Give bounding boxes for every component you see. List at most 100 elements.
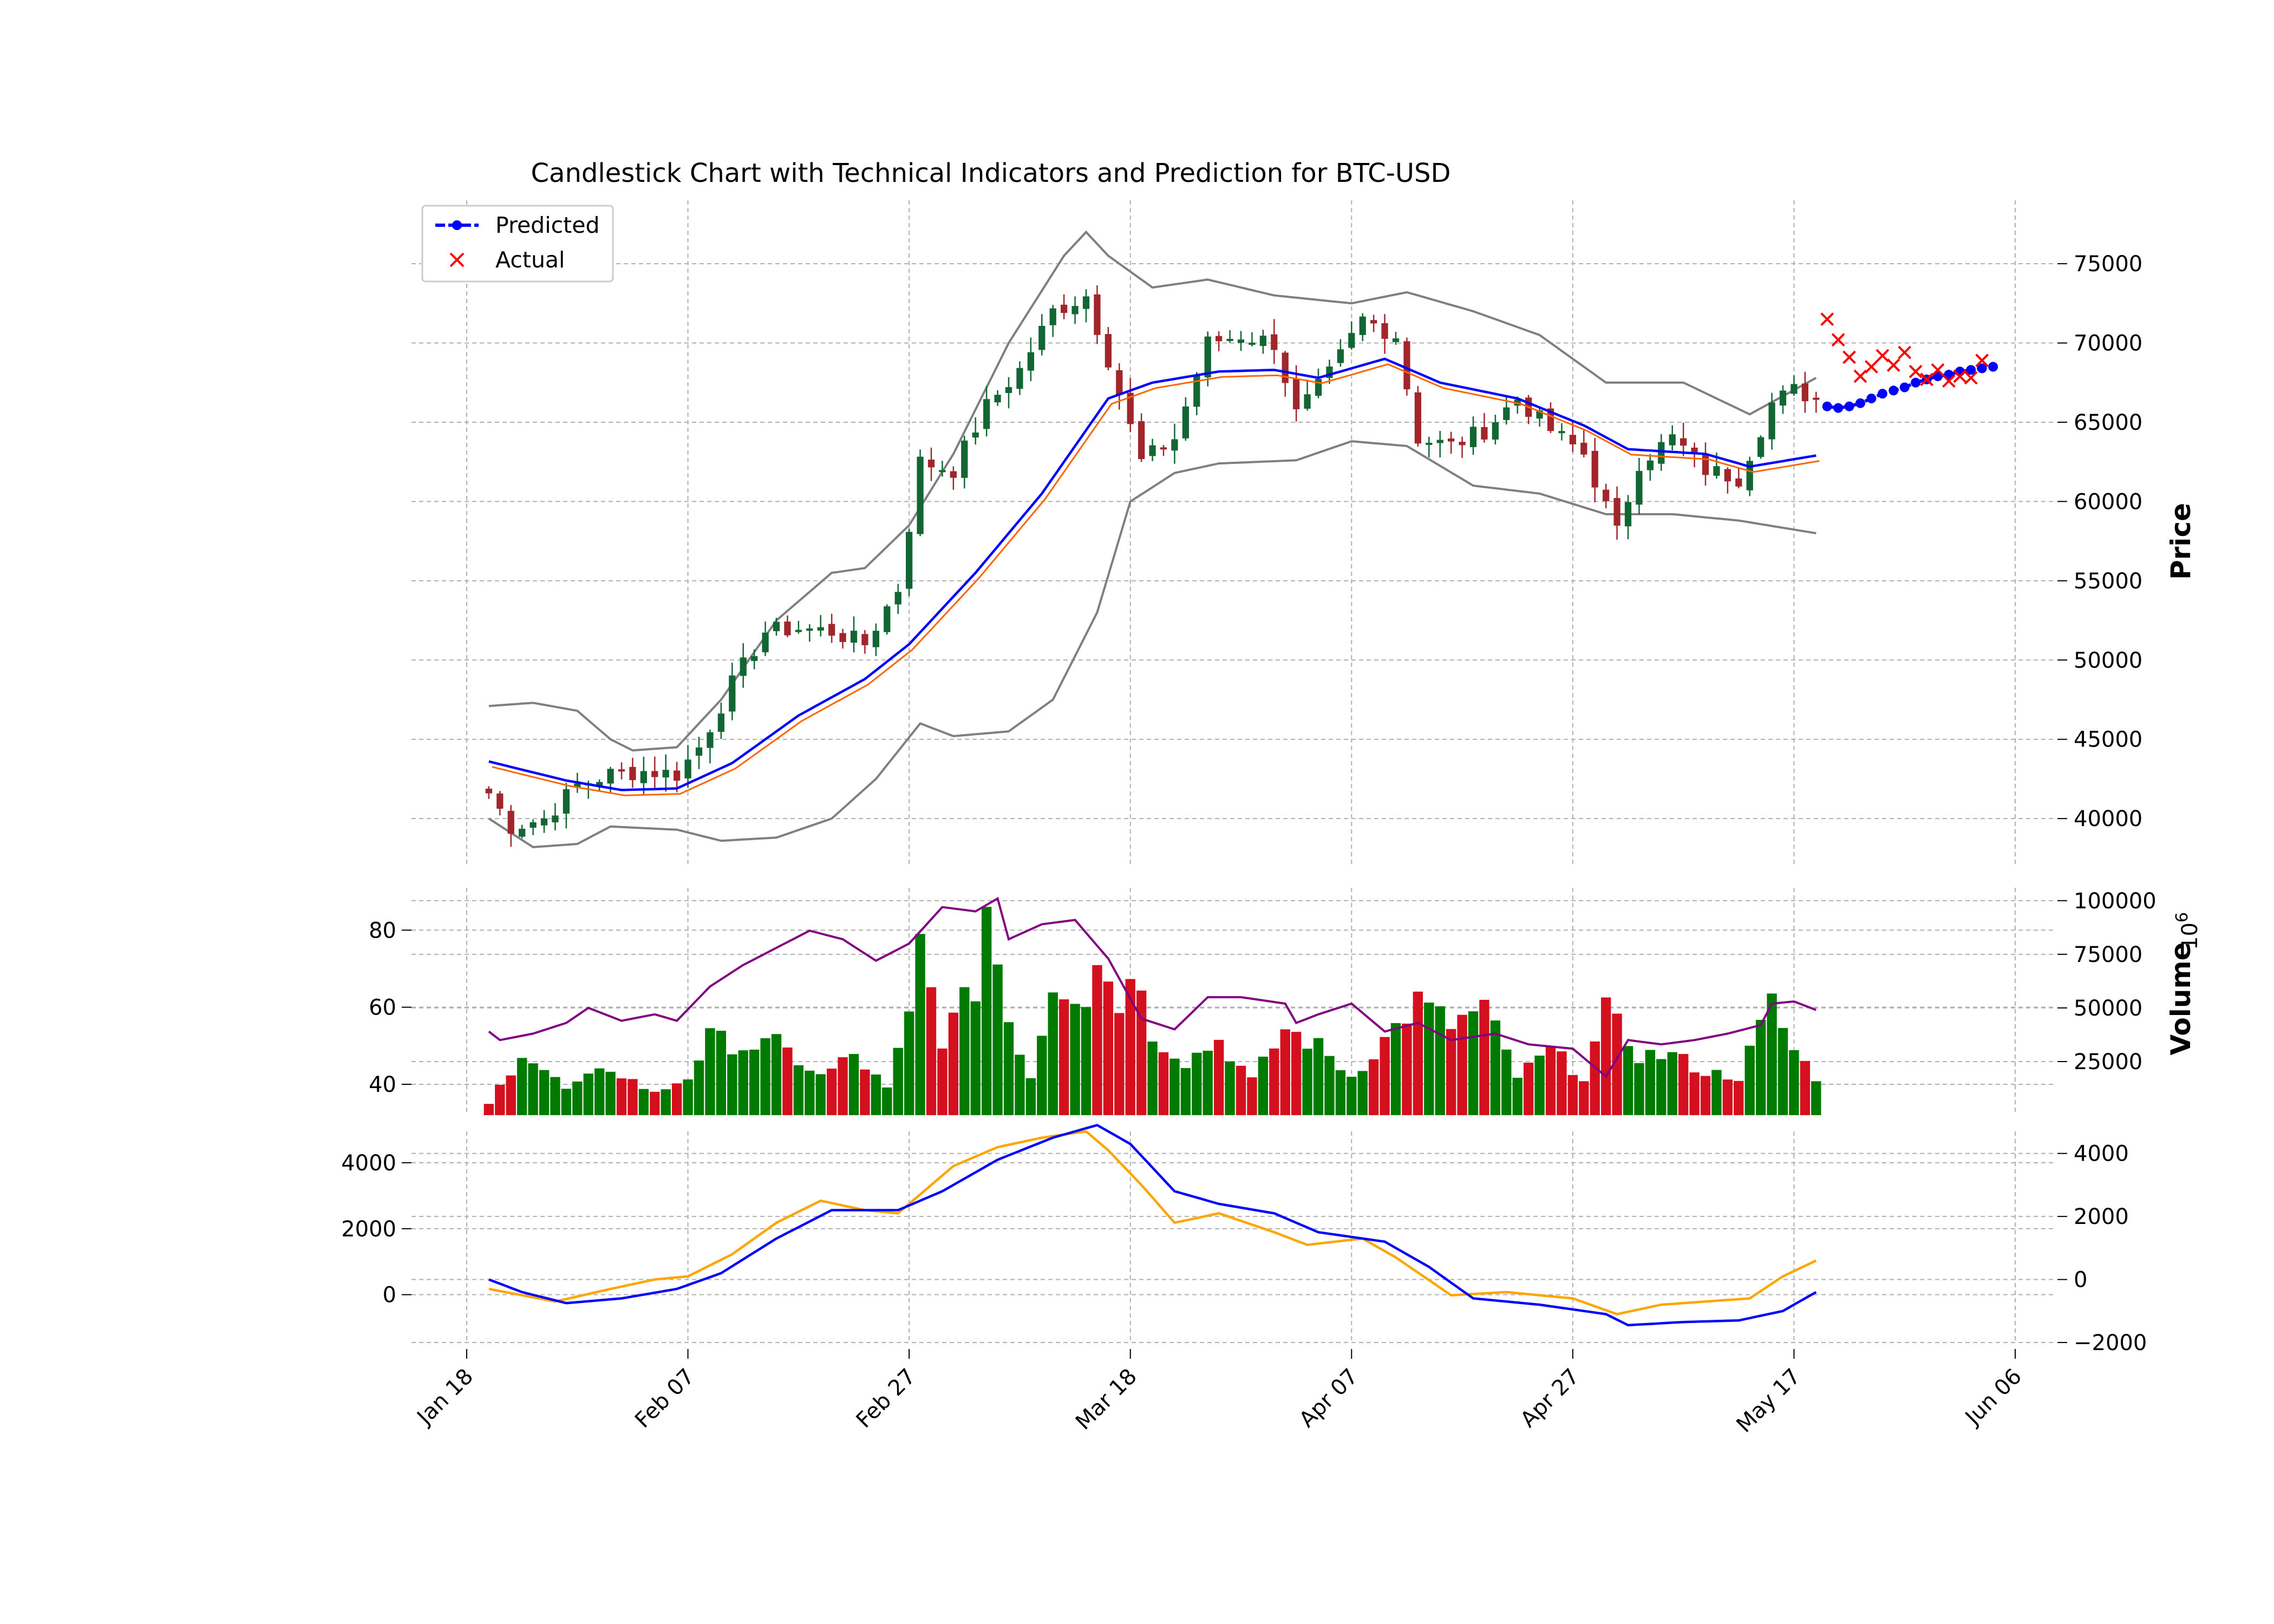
volume-bar-down xyxy=(1291,1032,1302,1115)
volume-bar-down xyxy=(1590,1041,1600,1115)
volume-bar-up xyxy=(638,1089,649,1115)
actual-point xyxy=(1964,371,1978,385)
x-tick-label-6: May 17 xyxy=(1732,1364,1806,1438)
candle xyxy=(1271,319,1278,364)
candle xyxy=(1381,314,1388,354)
volume-bar-up xyxy=(1335,1070,1346,1115)
candle xyxy=(1061,294,1068,319)
candle-body xyxy=(1337,349,1344,363)
candle xyxy=(1702,442,1709,486)
candle-body xyxy=(717,713,724,732)
candle xyxy=(762,621,769,656)
actual-point xyxy=(1931,363,1945,377)
candle xyxy=(519,824,526,839)
volume-bar-down xyxy=(1446,1029,1456,1115)
actual-point-stroke xyxy=(1942,374,1956,388)
candle-body xyxy=(519,828,526,837)
candle-body xyxy=(1603,489,1610,501)
candle xyxy=(1282,351,1289,397)
volume-right-ytick-label-1: 50000 xyxy=(2074,996,2142,1021)
candle-body xyxy=(684,759,691,778)
actual-point xyxy=(1876,349,1890,363)
candle-body xyxy=(1082,296,1090,309)
volume-left-ytick-label-2: 80 xyxy=(369,918,396,943)
actual-point-stroke xyxy=(1831,333,1845,347)
volume-bar-down xyxy=(1368,1059,1379,1115)
indicator-line-0 xyxy=(488,1130,1817,1315)
candle xyxy=(507,805,514,847)
actual-point xyxy=(1920,372,1933,387)
volume-bar-up xyxy=(1656,1059,1667,1115)
price-axis-label: Price xyxy=(2165,503,2197,580)
candle xyxy=(552,803,559,830)
candle-body xyxy=(740,657,747,676)
volume-bar-up xyxy=(805,1070,815,1115)
candle xyxy=(1525,395,1532,424)
candle-body xyxy=(1193,376,1200,407)
volume-bar-up xyxy=(1512,1077,1522,1115)
predicted-point xyxy=(1855,398,1865,408)
candle xyxy=(618,762,625,780)
candle-body xyxy=(1669,434,1676,446)
candle-body xyxy=(751,656,758,662)
predicted-point xyxy=(1844,401,1854,411)
candle-body xyxy=(1348,333,1355,348)
candle-body xyxy=(961,440,968,478)
candle xyxy=(861,630,868,654)
volume-bar-up xyxy=(561,1089,572,1115)
volume-bar-up xyxy=(1623,1046,1633,1115)
candle xyxy=(1768,392,1775,450)
volume-bar-down xyxy=(1800,1060,1811,1115)
volume-bar-down xyxy=(628,1079,638,1115)
candle-body xyxy=(1282,352,1289,383)
candle-body xyxy=(1381,323,1388,339)
candle-body xyxy=(507,810,514,834)
volume-overlay-path xyxy=(488,896,1817,1078)
volume-bar-up xyxy=(1048,992,1058,1115)
volume-bar-up xyxy=(1645,1050,1656,1115)
price-ytick-label-2: 50000 xyxy=(2074,648,2142,673)
volume-bar-down xyxy=(1600,997,1611,1115)
volume-bar-down xyxy=(495,1084,505,1115)
volume-bar-up xyxy=(1778,1027,1788,1115)
volume-bar-up xyxy=(882,1087,892,1115)
price-ytick-label-1: 45000 xyxy=(2074,728,2142,752)
candle-body xyxy=(1414,392,1421,444)
candle-body xyxy=(640,771,647,783)
volume-bar-down xyxy=(1700,1076,1711,1115)
indicator-right-ytick-label-3: 4000 xyxy=(2074,1142,2129,1167)
volume-bar-up xyxy=(1025,1078,1036,1115)
volume-bar-up xyxy=(749,1050,760,1115)
candlesticks xyxy=(485,285,1820,847)
candle xyxy=(1082,289,1090,323)
candle-body xyxy=(563,789,570,814)
candle-body xyxy=(1691,447,1698,453)
volume-bar-up xyxy=(771,1034,782,1115)
candle xyxy=(939,461,946,477)
candle-body xyxy=(1160,447,1167,450)
volume-bars xyxy=(483,907,1821,1115)
predicted-point xyxy=(1866,394,1877,404)
actual-point-stroke xyxy=(1909,364,1923,378)
candle-body xyxy=(662,770,669,778)
ema-line xyxy=(492,363,1820,796)
volume-axis-label: Volume xyxy=(2165,942,2197,1055)
volume-bar-down xyxy=(1092,965,1102,1115)
candle-body xyxy=(1061,304,1068,313)
volume-bar-down xyxy=(826,1068,837,1115)
candle xyxy=(784,615,791,638)
candle xyxy=(850,616,858,653)
volume-bar-down xyxy=(926,987,937,1115)
candle-body xyxy=(1237,339,1245,343)
volume-bar-up xyxy=(1169,1058,1180,1115)
price-ytick-label-0: 40000 xyxy=(2074,807,2142,831)
candle-body xyxy=(1713,466,1720,476)
volume-bar-up xyxy=(1634,1063,1644,1115)
volume-bar-down xyxy=(1269,1048,1279,1115)
candle xyxy=(1791,375,1798,396)
candle xyxy=(1204,331,1211,387)
candle-body xyxy=(1503,407,1510,420)
candle xyxy=(839,628,846,649)
candle xyxy=(1724,467,1731,494)
candle xyxy=(994,390,1001,406)
